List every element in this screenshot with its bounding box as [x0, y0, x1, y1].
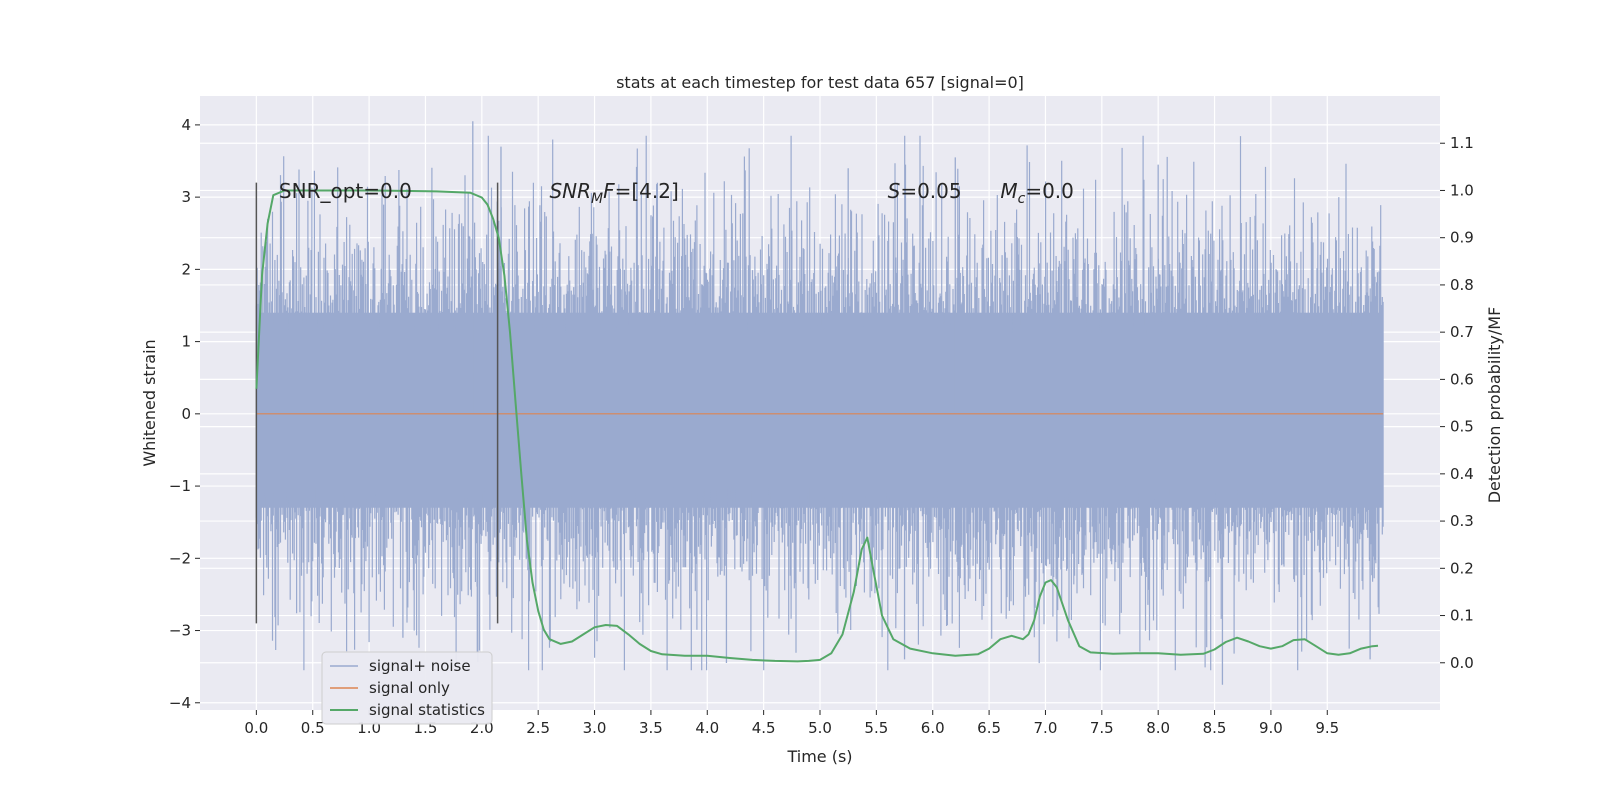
y-tick-label: −4 [169, 694, 191, 712]
annotation-text: S=0.05 [888, 179, 962, 203]
x-tick-label: 6.5 [977, 719, 1001, 737]
y2-tick-label: 0.5 [1450, 418, 1474, 436]
y2-tick-label: 0.9 [1450, 229, 1474, 247]
legend-box [321, 651, 493, 725]
y2-tick-label: 0.4 [1450, 465, 1474, 483]
annotation-text: SNR_opt=0.0 [279, 179, 412, 203]
y2-tick-label: 1.0 [1450, 181, 1474, 199]
x-tick-label: 6.0 [921, 719, 945, 737]
plot-content [255, 121, 1384, 685]
legend-label: signal statistics [369, 701, 485, 719]
y-tick-label: 3 [181, 188, 191, 206]
annotations: SNR_opt=0.0 SNRMF=[4.2] S=0.05 Mc=0.0 [279, 179, 1074, 207]
x-tick-label: 2.5 [526, 719, 550, 737]
x-tick-label: 9.0 [1259, 719, 1283, 737]
x-tick-label: 0.0 [244, 719, 268, 737]
legend: signal+ noise signal only signal statistic… [321, 651, 493, 725]
y2-tick-label: 0.7 [1450, 323, 1474, 341]
y2-tick-label: 0.3 [1450, 512, 1474, 530]
y-tick-label: 0 [181, 405, 191, 423]
x-tick-label: 3.0 [583, 719, 607, 737]
x-tick-label: 4.0 [695, 719, 719, 737]
y2-tick-label: 0.6 [1450, 370, 1474, 388]
y-axis-label: Whitened strain [140, 339, 159, 466]
y-tick-label: −2 [169, 549, 191, 567]
x-tick-label: 8.0 [1146, 719, 1170, 737]
y2-tick-label: 0.1 [1450, 607, 1474, 625]
x-axis-ticks: 0.0 0.5 1.0 1.5 2.0 2.5 3.0 3.5 4.0 4.5 5.0 5.5 6.0 6… [244, 710, 1339, 737]
y-tick-label: −3 [169, 622, 191, 640]
x-tick-label: 4.5 [752, 719, 776, 737]
legend-label: signal only [369, 679, 450, 697]
chart-title: stats at each timestep for test data 657… [616, 73, 1024, 92]
y2-tick-label: 0.0 [1450, 654, 1474, 672]
y-axis-ticks: 4 3 2 1 0 −1 −2 −3 −4 [169, 116, 200, 712]
signal-statistics-line [255, 189, 1379, 663]
y-tick-label: −1 [169, 477, 191, 495]
annotation-text: Mc=0.0 [1000, 179, 1074, 207]
x-axis-label: Time (s) [786, 747, 852, 766]
y2-tick-label: 0.2 [1450, 559, 1474, 577]
y2-tick-label: 0.8 [1450, 276, 1474, 294]
x-tick-label: 7.0 [1034, 719, 1058, 737]
annotation-text: SNRMF=[4.2] [549, 179, 678, 207]
x-tick-label: 5.5 [864, 719, 888, 737]
x-tick-label: 7.5 [1090, 719, 1114, 737]
x-tick-label: 0.5 [301, 719, 325, 737]
y-tick-label: 4 [181, 116, 191, 134]
x-tick-label: 9.5 [1315, 719, 1339, 737]
y2-axis-ticks: 1.1 1.0 0.9 0.8 0.7 0.6 0.5 0.4 0.3 0.2 0.1 0.0 [1440, 134, 1474, 672]
legend-label: signal+ noise [369, 657, 471, 675]
x-tick-label: 3.5 [639, 719, 663, 737]
y2-axis-label: Detection probability/MF [1485, 307, 1504, 504]
x-tick-label: 8.5 [1203, 719, 1227, 737]
x-tick-label: 5.0 [808, 719, 832, 737]
y2-tick-label: 1.1 [1450, 134, 1474, 152]
y-tick-label: 2 [181, 260, 191, 278]
y-tick-label: 1 [181, 333, 191, 351]
